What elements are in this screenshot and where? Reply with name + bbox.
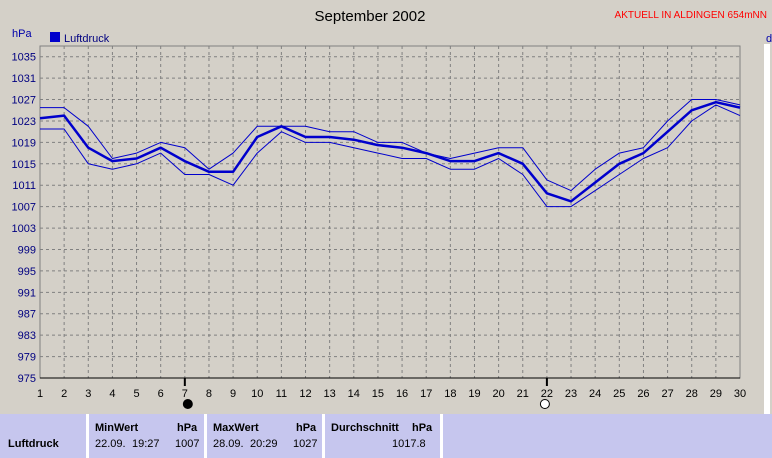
x-tick-label: 21 (517, 388, 529, 400)
y-tick-label: 1023 (12, 116, 36, 128)
y-tick-label: 987 (18, 309, 36, 321)
max-cell: MaxWert hPa 28.09. 20:29 1027 (207, 414, 322, 458)
y-axis-unit: hPa (12, 28, 32, 40)
right-edge-panel (764, 44, 770, 414)
min-time: 19:27 (132, 438, 160, 450)
x-tick-label: 1 (37, 388, 43, 400)
x-tick-label: 15 (372, 388, 384, 400)
x-tick-label: 18 (444, 388, 456, 400)
stats-row-label-cell: Luftdruck (0, 414, 86, 458)
x-axis: 1 2 3 4 5 6 7 8 9 10 11 12 13 14 15 16 17 18 19 20 21 22 23 24 2… (37, 377, 746, 400)
x-tick-label: 9 (230, 388, 236, 400)
min-unit: hPa (177, 422, 198, 434)
pressure-chart: September 2002 AKTUELL IN ALDINGEN 654mN… (12, 8, 772, 414)
series-group (39, 99, 741, 208)
x-tick-label: 23 (565, 388, 577, 400)
x-tick-label: 2 (61, 388, 67, 400)
full-moon-icon (539, 399, 550, 409)
y-axis: 975 979 983 987 991 995 999 1003 1007 1011 1015 101… (12, 52, 36, 385)
y-tick-label: 999 (18, 244, 36, 256)
max-label: MaxWert (213, 422, 259, 434)
chart-title: September 2002 (315, 8, 426, 25)
avg-unit: hPa (412, 422, 433, 434)
x-tick-label: 6 (158, 388, 164, 400)
x-tick-label: 13 (324, 388, 336, 400)
y-tick-label: 1019 (12, 137, 36, 149)
x-tick-label: 5 (133, 388, 139, 400)
x-tick-label: 26 (637, 388, 649, 400)
x-tick-label: 4 (109, 388, 115, 400)
grid (40, 46, 740, 378)
avg-label: Durchschnitt (331, 422, 399, 434)
avg-value: 1017.8 (392, 438, 426, 450)
max-time: 20:29 (250, 438, 278, 450)
y-tick-label: 995 (18, 266, 36, 278)
legend-swatch (50, 32, 60, 42)
location-badge: AKTUELL IN ALDINGEN 654mNN (615, 10, 767, 21)
y-tick-label: 1027 (12, 95, 36, 107)
legend-label: Luftdruck (64, 33, 110, 45)
x-tick-label: 7 (182, 388, 188, 400)
plot-area (39, 45, 741, 379)
avg-cell: Durchschnitt hPa 1017.8 (325, 414, 440, 458)
x-tick-label: 29 (710, 388, 722, 400)
x-tick-label: 28 (686, 388, 698, 400)
x-tick-label: 19 (468, 388, 480, 400)
x-tick-label: 11 (276, 388, 287, 400)
x-tick-label: 27 (661, 388, 673, 400)
y-tick-label: 1035 (12, 52, 36, 64)
new-moon-icon (182, 399, 193, 409)
series-line-max (40, 99, 741, 192)
x-tick-label: 30 (734, 388, 746, 400)
x-tick-label: 12 (299, 388, 311, 400)
x-tick-label: 14 (348, 388, 360, 400)
x-tick-label: 10 (251, 388, 263, 400)
separator (440, 414, 443, 458)
x-tick-label: 24 (589, 388, 601, 400)
y-tick-label: 991 (18, 287, 36, 299)
legend: Luftdruck (50, 32, 110, 45)
min-cell: MinWert hPa 22.09. 19:27 1007 (89, 414, 204, 458)
stats-panel: Luftdruck MinWert hPa 22.09. 19:27 1007 … (0, 414, 772, 458)
y-tick-label: 1003 (12, 223, 36, 235)
x-tick-label: 3 (85, 388, 91, 400)
x-tick-label: 17 (420, 388, 432, 400)
series-line-mean (39, 100, 741, 203)
max-date: 28.09. (213, 438, 244, 450)
x-tick-label: 16 (396, 388, 408, 400)
stats-row-label: Luftdruck (8, 438, 59, 450)
x-tick-label: 20 (492, 388, 504, 400)
y-tick-label: 1007 (12, 202, 36, 214)
min-date: 22.09. (95, 438, 126, 450)
moon-phase-markers (182, 378, 550, 409)
separator (204, 414, 207, 458)
y-tick-label: 983 (18, 330, 36, 342)
y-tick-label: 1031 (12, 73, 36, 85)
y-tick-label: 1015 (12, 159, 36, 171)
min-label: MinWert (95, 422, 139, 434)
x-tick-label: 8 (206, 388, 212, 400)
y-tick-label: 1011 (12, 180, 36, 192)
separator (86, 414, 89, 458)
max-unit: hPa (296, 422, 317, 434)
min-value: 1007 (175, 438, 200, 450)
x-tick-label: 22 (541, 388, 553, 400)
y-tick-label: 975 (18, 373, 36, 385)
right-edge-letter: d (766, 33, 772, 45)
separator (322, 414, 325, 458)
x-tick-label: 25 (613, 388, 625, 400)
y-tick-label: 979 (18, 352, 36, 364)
series-line-min (40, 104, 741, 208)
max-value: 1027 (293, 438, 318, 450)
